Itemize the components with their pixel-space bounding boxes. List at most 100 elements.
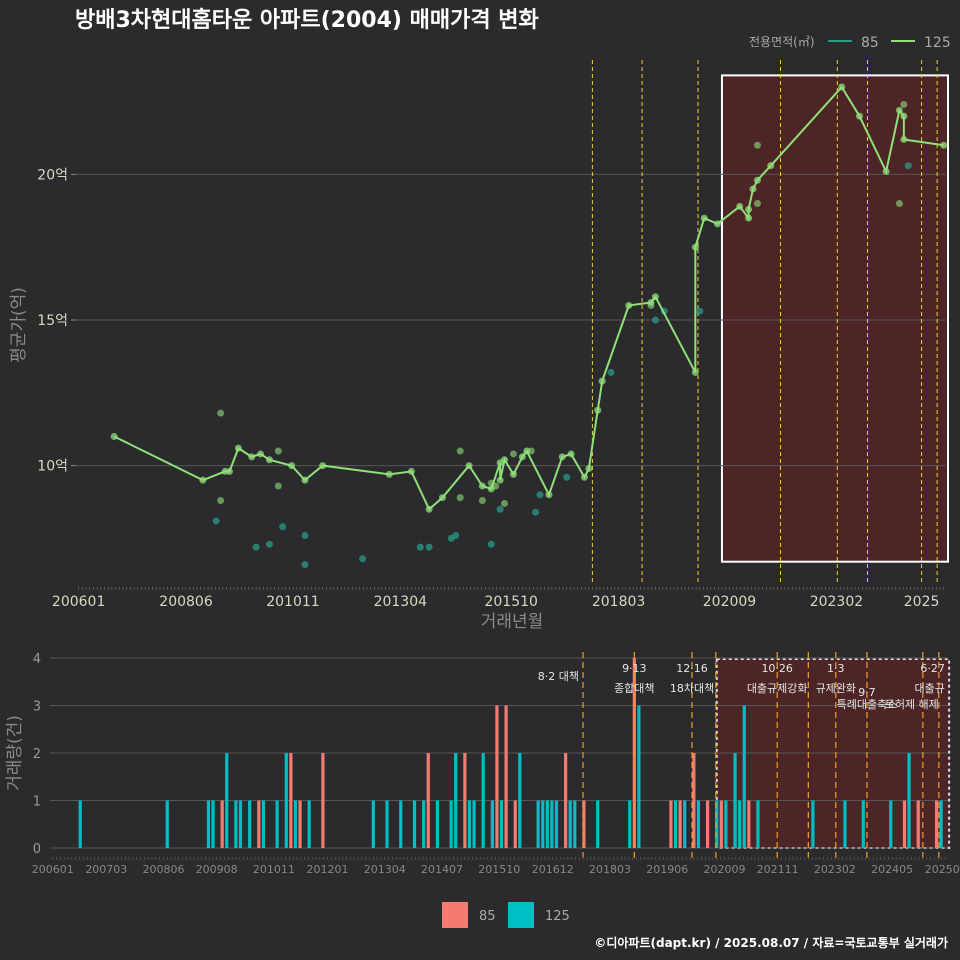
bar-125 <box>738 800 742 848</box>
point-85 <box>487 540 495 548</box>
bar-125 <box>238 800 243 848</box>
x-tick-label: 201803 <box>592 594 645 610</box>
bar-125 <box>541 800 545 848</box>
legend-title: 전용면적(㎡) <box>749 35 815 49</box>
point-85 <box>265 540 273 548</box>
bar-125 <box>499 800 504 848</box>
bar-125 <box>234 800 238 848</box>
point-125 <box>496 476 504 484</box>
bottom-y-tick-label: 2 <box>33 747 41 762</box>
bar-85 <box>321 753 325 848</box>
point-85 <box>425 543 433 551</box>
x-tick-label: 2025 <box>904 594 940 610</box>
bar-125 <box>490 800 494 848</box>
bar-125 <box>861 800 865 848</box>
bottom-y-tick-label: 3 <box>33 700 41 715</box>
bar-85 <box>916 800 920 848</box>
point-125 <box>691 243 699 251</box>
point-85 <box>301 531 309 539</box>
bottom-x-tick-label: 201612 <box>532 863 574 876</box>
point-125 <box>940 141 948 149</box>
point-85 <box>279 523 287 531</box>
legend-label-85: 85 <box>861 35 879 51</box>
bottom-x-tick-label: 200703 <box>85 863 127 876</box>
point-125 <box>425 505 433 513</box>
top-legend: 전용면적(㎡) 85 125 <box>749 35 951 51</box>
point-125 <box>838 83 846 91</box>
point-85 <box>607 368 615 376</box>
point-125 <box>257 450 265 458</box>
point-125-extra <box>456 494 464 502</box>
point-125-extra <box>217 409 225 417</box>
bottom-x-tick-label: 200908 <box>196 863 238 876</box>
bar-125 <box>715 800 719 848</box>
point-125-extra <box>274 447 282 455</box>
x-tick-label: 201510 <box>484 594 537 610</box>
bar-85 <box>257 800 261 848</box>
policy-annotation-label: 대출규 <box>914 682 944 695</box>
point-85 <box>452 531 460 539</box>
point-125 <box>580 473 588 481</box>
bar-85 <box>705 800 710 848</box>
bar-125 <box>449 800 453 848</box>
bar-125 <box>422 800 426 848</box>
point-125 <box>594 406 602 414</box>
y-tick-label: 15억 <box>37 313 68 329</box>
point-125 <box>199 476 207 484</box>
point-125-extra <box>492 482 500 490</box>
chart-title: 방배3차현대홈타운 아파트(2004) 매매가격 변화 <box>75 8 539 33</box>
bar-125 <box>284 753 288 848</box>
bar-125 <box>536 800 540 848</box>
policy-annotation-label: 토허제 해제 <box>885 697 939 711</box>
point-125 <box>478 482 486 490</box>
point-125 <box>558 453 566 461</box>
bar-85 <box>692 753 696 848</box>
top-x-axis-title: 거래년월 <box>481 612 544 632</box>
bar-125 <box>673 800 678 848</box>
y-tick-label: 10억 <box>37 459 68 475</box>
point-125 <box>226 467 234 475</box>
point-125 <box>288 462 296 470</box>
bar-125 <box>742 705 746 848</box>
bottom-y-tick-label: 0 <box>33 842 41 857</box>
policy-annotation-date: 9·7 <box>858 686 876 699</box>
point-125 <box>714 220 722 228</box>
bar-125 <box>399 800 403 848</box>
bottom-y-tick-label: 1 <box>33 795 41 810</box>
policy-annotation-date: 9·13 <box>622 662 647 675</box>
point-125 <box>385 470 393 478</box>
bar-85 <box>582 800 586 848</box>
bar-85 <box>934 800 939 848</box>
bar-125 <box>371 800 375 848</box>
bottom-x-tick-label: 202405 <box>871 863 913 876</box>
bar-125 <box>454 753 458 848</box>
point-125 <box>248 453 256 461</box>
bar-125 <box>843 800 847 848</box>
bottom-x-tick-label: 202302 <box>814 863 856 876</box>
top-y-axis-title: 평균가(억) <box>9 287 29 363</box>
x-tick-label: 202302 <box>810 594 863 610</box>
x-tick-label: 200806 <box>159 594 213 610</box>
bar-125 <box>683 800 687 848</box>
point-125 <box>749 185 757 193</box>
bar-85 <box>747 800 751 848</box>
bottom-x-tick-label: 200806 <box>143 863 185 876</box>
point-125 <box>895 106 903 114</box>
point-125 <box>736 202 744 210</box>
point-85 <box>536 491 544 499</box>
point-125-extra <box>895 200 903 208</box>
bar-125 <box>696 800 701 848</box>
point-125 <box>319 462 327 470</box>
bar-125 <box>628 800 632 848</box>
bar-125 <box>293 800 298 848</box>
point-125 <box>651 293 659 301</box>
point-125 <box>753 176 761 184</box>
bar-125 <box>568 800 572 848</box>
point-85 <box>212 517 220 525</box>
point-125 <box>518 453 526 461</box>
bar-85 <box>902 800 907 848</box>
bar-125 <box>225 753 229 848</box>
point-125-extra <box>478 497 486 505</box>
point-125-extra <box>753 200 761 208</box>
